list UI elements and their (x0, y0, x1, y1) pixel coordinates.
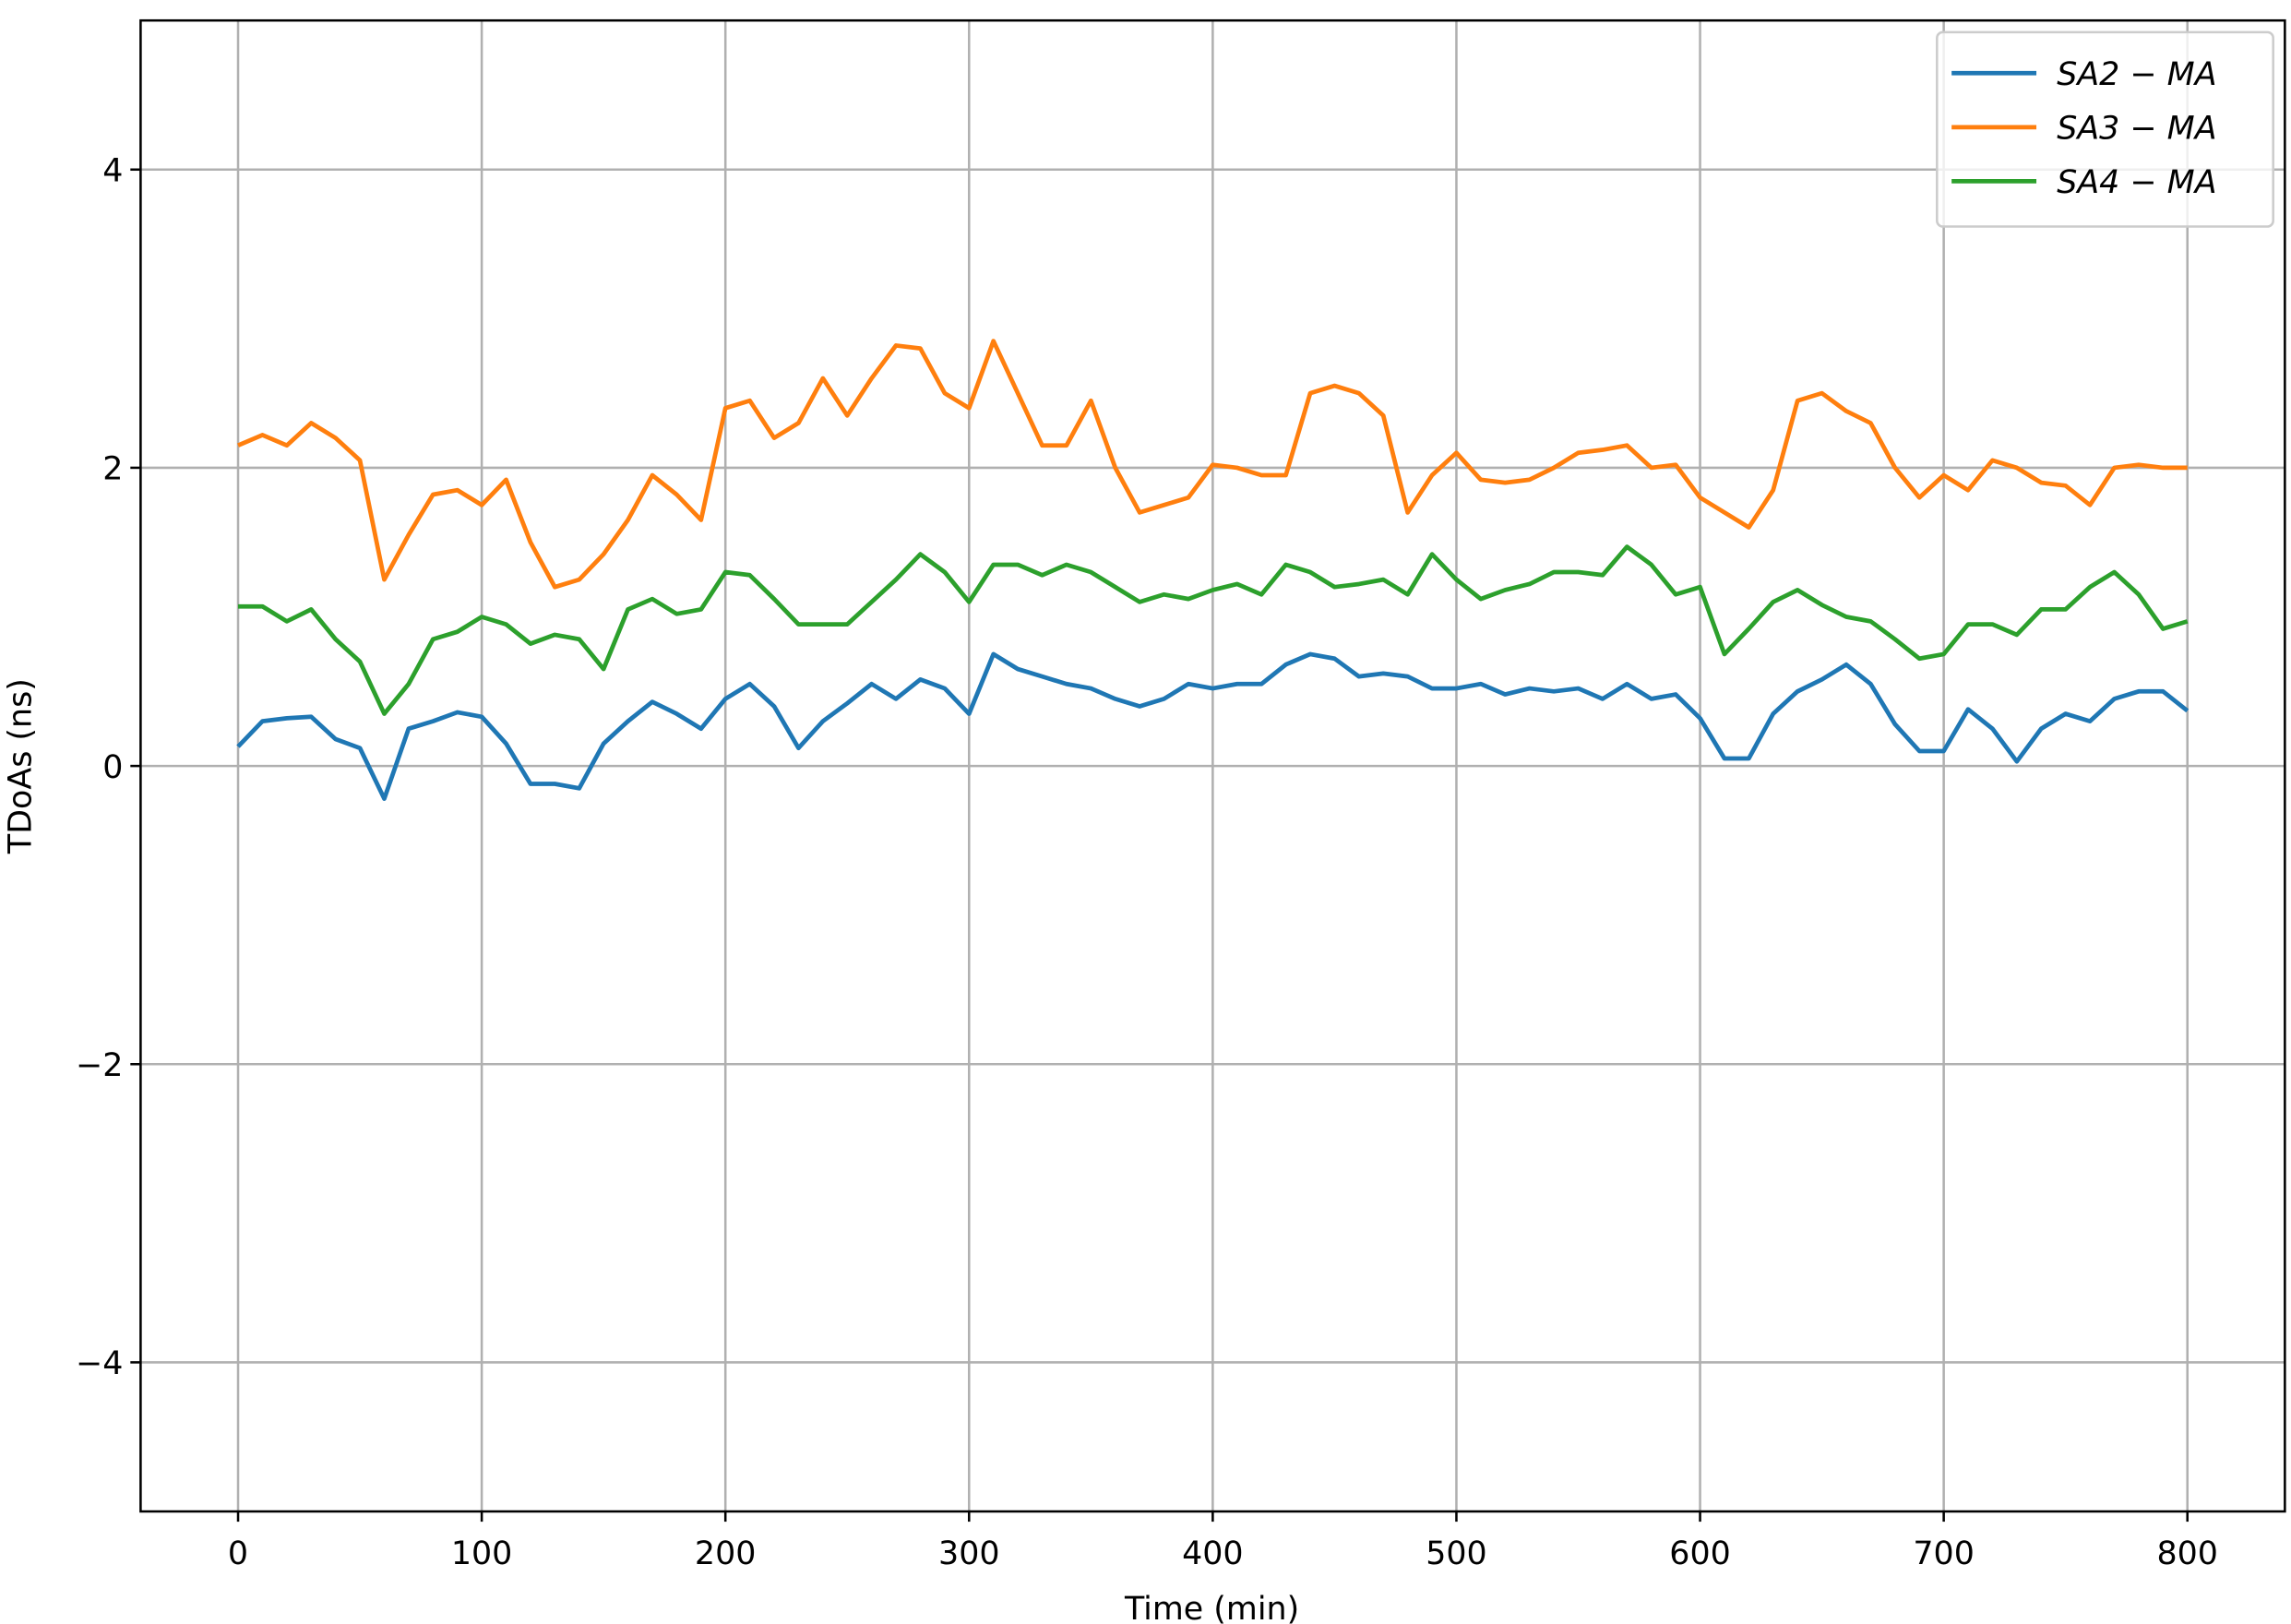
y-axis-label: TDoAs (ns) (3, 678, 40, 854)
series-line (238, 544, 2189, 716)
legend-label: SA3 − MA (2057, 110, 2216, 147)
x-axis-label: Time (min) (1124, 1591, 1299, 1624)
x-tick-label: 500 (1426, 1535, 1487, 1572)
y-tick-label: 0 (102, 749, 123, 786)
plot-frame (139, 18, 2286, 1513)
x-tick-label: 0 (228, 1535, 248, 1572)
y-tick-label: −4 (76, 1345, 123, 1382)
legend-label: SA4 − MA (2057, 164, 2216, 201)
x-tick-label: 200 (695, 1535, 757, 1572)
series-line (237, 339, 2188, 590)
y-tick-label: −2 (76, 1047, 123, 1084)
x-tick-label: 100 (451, 1535, 513, 1572)
legend-label: SA2 − MA (2057, 56, 2216, 93)
series-line (236, 651, 2190, 802)
y-tick-label: 2 (102, 451, 123, 488)
y-tick-label: 4 (102, 152, 123, 189)
legend: SA2 − MA SA3 − MA SA4 − MA (1936, 30, 2274, 228)
legend-box (1936, 30, 2274, 228)
x-tick-label: 700 (1913, 1535, 1975, 1572)
x-tick-label: 300 (938, 1535, 1000, 1572)
x-tick-label: 600 (1669, 1535, 1731, 1572)
x-tick-label: 800 (2156, 1535, 2218, 1572)
x-tick-label: 400 (1182, 1535, 1244, 1572)
